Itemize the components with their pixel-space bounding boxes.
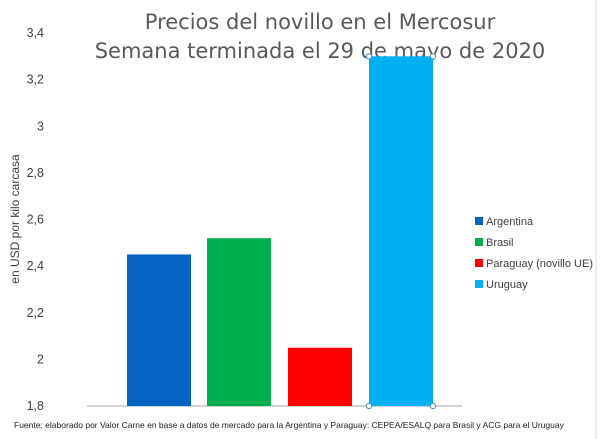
y-axis-label: en USD por kilo carcasa bbox=[8, 154, 22, 284]
selection-handle[interactable] bbox=[429, 402, 437, 410]
y-tick-label: 2,8 bbox=[27, 166, 44, 180]
legend-label: Argentina bbox=[486, 216, 534, 228]
selection-handle[interactable] bbox=[365, 53, 373, 60]
legend-swatch bbox=[475, 238, 483, 246]
y-axis-ticks: 1,8 2 2,2 2,4 2,6 2,8 3 3,2 3,4 bbox=[27, 26, 44, 413]
y-tick-label: 2,6 bbox=[27, 213, 44, 227]
y-tick-label: 1,8 bbox=[27, 399, 44, 413]
y-tick-label: 3 bbox=[37, 119, 44, 133]
legend-label: Paraguay (novillo UE) bbox=[486, 258, 593, 270]
legend: Argentina Brasil Paraguay (novillo UE) Urug… bbox=[475, 216, 593, 291]
bar-paraguay-novillo-ue bbox=[288, 347, 352, 406]
source-footnote: Fuente: elaborado por Valor Carne en bas… bbox=[14, 420, 565, 430]
bar-argentina bbox=[127, 254, 191, 406]
legend-label: Brasil bbox=[486, 237, 514, 249]
legend-swatch bbox=[475, 280, 483, 288]
bar-brasil bbox=[207, 238, 271, 406]
y-tick-label: 3,2 bbox=[27, 73, 44, 87]
y-tick-label: 2,4 bbox=[27, 259, 44, 273]
bar-uruguay bbox=[369, 56, 433, 406]
legend-swatch bbox=[475, 217, 483, 225]
legend-swatch bbox=[475, 259, 483, 267]
legend-label: Uruguay bbox=[486, 279, 528, 291]
y-tick-label: 3,4 bbox=[27, 26, 44, 40]
selection-handle[interactable] bbox=[365, 402, 373, 410]
bars bbox=[127, 56, 433, 406]
chart-title: Precios del novillo en el Mercosur bbox=[145, 10, 496, 34]
chart-subtitle: Semana terminada el 29 de mayo de 2020 bbox=[95, 39, 546, 63]
selection-handle[interactable] bbox=[429, 53, 437, 60]
y-tick-label: 2 bbox=[37, 352, 44, 366]
y-tick-label: 2,2 bbox=[27, 306, 44, 320]
selection-handles[interactable] bbox=[365, 53, 437, 410]
